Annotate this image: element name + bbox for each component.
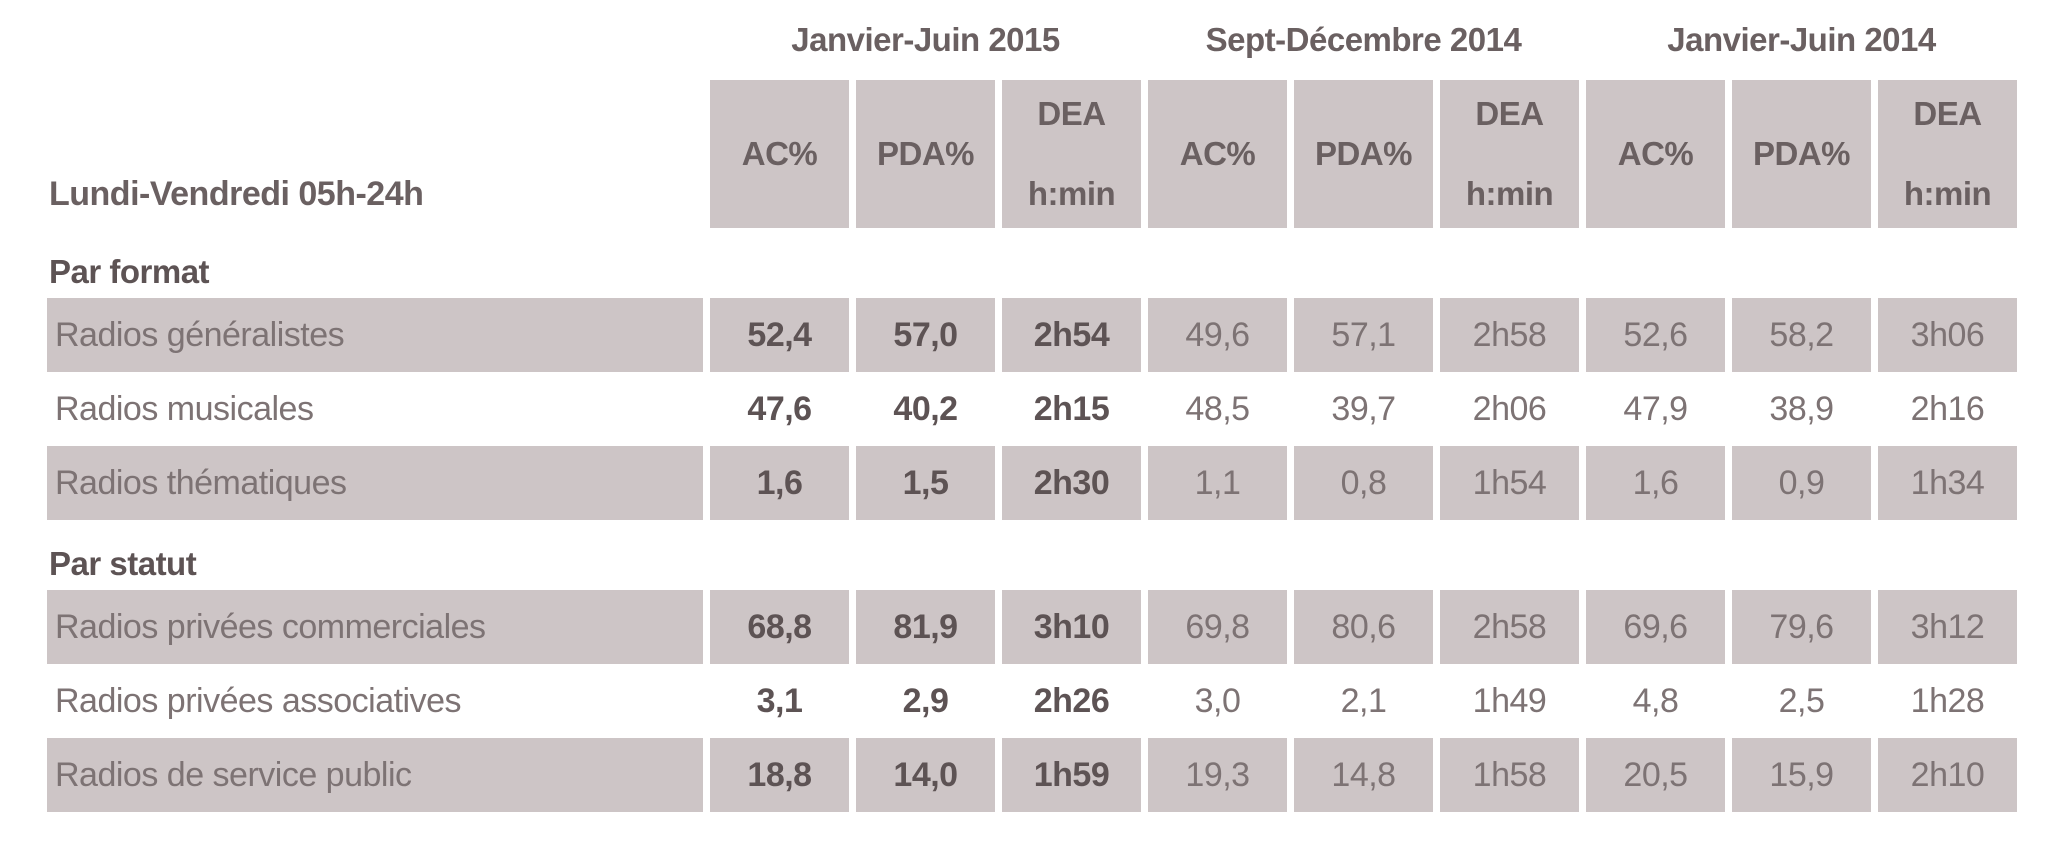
radio-audience-table: Janvier-Juin 2015 Sept-Décembre 2014 Jan…: [40, 0, 2024, 812]
value-cell: 3,0: [1194, 681, 1241, 720]
value-cell: 14,8: [1294, 738, 1433, 812]
row-label: Radios privées associatives: [55, 681, 462, 720]
header-dea-line2: h:min: [1027, 175, 1116, 212]
table-row-radios-privees-commerciales: Radios privées commerciales 68,8 81,9 3h…: [47, 590, 2017, 664]
value-cell: 47,9: [1623, 389, 1688, 428]
header-dea-line1: DEA: [1913, 95, 1982, 132]
value-cell: 47,6: [747, 389, 812, 428]
spacer-row: [47, 520, 2017, 538]
value-cell: 2h30: [1002, 446, 1141, 520]
period-label-jan-juin-2015: Janvier-Juin 2015: [791, 21, 1060, 58]
value-cell: 69,6: [1586, 590, 1725, 664]
value-cell: 2h54: [1002, 298, 1141, 372]
section-title: Par statut: [49, 545, 197, 582]
value-cell: 18,8: [710, 738, 849, 812]
value-cell: 39,7: [1331, 389, 1396, 428]
header-ac-2015: AC%: [710, 80, 849, 228]
value-cell: 79,6: [1732, 590, 1871, 664]
table-row-radios-thematiques: Radios thématiques 1,6 1,5 2h30 1,1 0,8 …: [47, 446, 2017, 520]
value-cell: 80,6: [1294, 590, 1433, 664]
period-header-row: Janvier-Juin 2015 Sept-Décembre 2014 Jan…: [47, 0, 2017, 80]
value-cell: 2h06: [1472, 389, 1547, 428]
row-label: Radios privées commerciales: [47, 590, 703, 664]
value-cell: 2h26: [1033, 681, 1110, 720]
table-row-radios-musicales: Radios musicales 47,6 40,2 2h15 48,5 39,…: [47, 372, 2017, 446]
section-heading-par-statut: Par statut: [47, 538, 2017, 590]
header-dea-sept2014: DEA h:min: [1440, 80, 1579, 228]
header-ac-2014: AC%: [1586, 80, 1725, 228]
header-dea-line1: DEA: [1475, 95, 1544, 132]
value-cell: 2h58: [1440, 590, 1579, 664]
value-cell: 1,1: [1148, 446, 1287, 520]
value-cell: 3h12: [1878, 590, 2017, 664]
table-row-radios-privees-associatives: Radios privées associatives 3,1 2,9 2h26…: [47, 664, 2017, 738]
row-label: Radios musicales: [55, 389, 314, 428]
value-cell: 57,1: [1294, 298, 1433, 372]
value-cell: 1h58: [1440, 738, 1579, 812]
value-cell: 20,5: [1586, 738, 1725, 812]
value-cell: 1h49: [1472, 681, 1547, 720]
header-dea-2015: DEA h:min: [1002, 80, 1141, 228]
value-cell: 3,1: [756, 681, 803, 720]
value-cell: 14,0: [856, 738, 995, 812]
corner-spacer: [47, 0, 703, 80]
value-cell: 3h06: [1878, 298, 2017, 372]
value-cell: 15,9: [1732, 738, 1871, 812]
header-pda-sept2014: PDA%: [1294, 80, 1433, 228]
header-dea-2014: DEA h:min: [1878, 80, 2017, 228]
metric-header-row: Lundi-Vendredi 05h-24h AC% PDA% DEA h:mi…: [47, 80, 2017, 228]
value-cell: 52,4: [710, 298, 849, 372]
value-cell: 1h34: [1878, 446, 2017, 520]
table-row-radios-generalistes: Radios généralistes 52,4 57,0 2h54 49,6 …: [47, 298, 2017, 372]
value-cell: 2h16: [1910, 389, 1985, 428]
value-cell: 1h28: [1910, 681, 1985, 720]
value-cell: 40,2: [893, 389, 958, 428]
value-cell: 48,5: [1185, 389, 1250, 428]
value-cell: 1,6: [1586, 446, 1725, 520]
table-row-radios-service-public: Radios de service public 18,8 14,0 1h59 …: [47, 738, 2017, 812]
value-cell: 3h10: [1002, 590, 1141, 664]
header-dea-line2: h:min: [1903, 175, 1992, 212]
row-label: Radios de service public: [47, 738, 703, 812]
header-pda-2014: PDA%: [1732, 80, 1871, 228]
value-cell: 57,0: [856, 298, 995, 372]
value-cell: 1h54: [1440, 446, 1579, 520]
period-label-sept-dec-2014: Sept-Décembre 2014: [1205, 21, 1522, 58]
period-label-jan-juin-2014: Janvier-Juin 2014: [1667, 21, 1936, 58]
header-pda-2015: PDA%: [856, 80, 995, 228]
value-cell: 2h10: [1878, 738, 2017, 812]
value-cell: 38,9: [1769, 389, 1834, 428]
value-cell: 1,6: [710, 446, 849, 520]
table-title: Lundi-Vendredi 05h-24h: [49, 175, 424, 213]
value-cell: 1h59: [1002, 738, 1141, 812]
value-cell: 2h58: [1440, 298, 1579, 372]
value-cell: 19,3: [1148, 738, 1287, 812]
section-title: Par format: [49, 253, 210, 290]
value-cell: 2,1: [1340, 681, 1387, 720]
value-cell: 49,6: [1148, 298, 1287, 372]
value-cell: 0,9: [1732, 446, 1871, 520]
value-cell: 2,5: [1778, 681, 1825, 720]
spacer-row: [47, 228, 2017, 246]
value-cell: 52,6: [1586, 298, 1725, 372]
value-cell: 81,9: [856, 590, 995, 664]
row-label: Radios thématiques: [47, 446, 703, 520]
value-cell: 69,8: [1148, 590, 1287, 664]
value-cell: 4,8: [1632, 681, 1679, 720]
value-cell: 2,9: [902, 681, 949, 720]
value-cell: 2h15: [1033, 389, 1110, 428]
value-cell: 0,8: [1294, 446, 1433, 520]
header-ac-sept2014: AC%: [1148, 80, 1287, 228]
row-label: Radios généralistes: [47, 298, 703, 372]
value-cell: 68,8: [710, 590, 849, 664]
header-dea-line2: h:min: [1465, 175, 1554, 212]
section-heading-par-format: Par format: [47, 246, 2017, 298]
value-cell: 1,5: [856, 446, 995, 520]
value-cell: 58,2: [1732, 298, 1871, 372]
header-dea-line1: DEA: [1037, 95, 1106, 132]
